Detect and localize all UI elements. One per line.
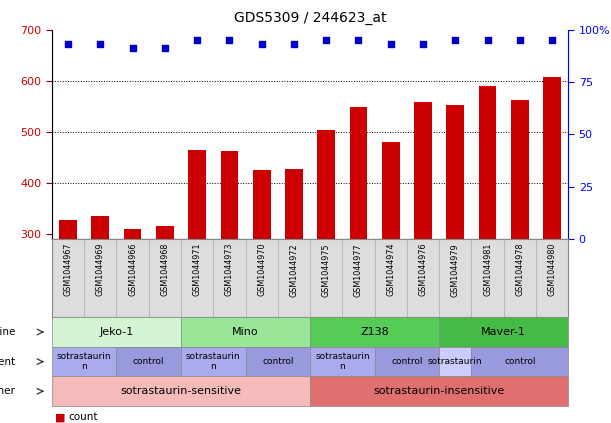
Text: cell line: cell line — [0, 327, 15, 337]
Text: GSM1044970: GSM1044970 — [257, 243, 266, 297]
Text: GSM1044979: GSM1044979 — [451, 243, 460, 297]
Point — [354, 37, 364, 44]
Bar — [447, 104, 464, 239]
Text: GSM1044972: GSM1044972 — [290, 243, 298, 297]
Text: GSM1044974: GSM1044974 — [386, 243, 395, 297]
Text: Maver-1: Maver-1 — [481, 327, 526, 337]
Point — [128, 45, 137, 52]
Text: GSM1044976: GSM1044976 — [419, 243, 428, 297]
Text: sotrastaurin-sensitive: sotrastaurin-sensitive — [120, 386, 241, 396]
Text: sotrastaurin-insensitive: sotrastaurin-insensitive — [373, 386, 505, 396]
Text: agent: agent — [0, 357, 15, 367]
Point — [450, 37, 460, 44]
Point — [257, 41, 266, 48]
Text: sotrastaurin
n: sotrastaurin n — [186, 352, 241, 371]
Bar — [511, 100, 529, 239]
Text: GSM1044980: GSM1044980 — [547, 243, 557, 296]
Text: control: control — [262, 357, 293, 366]
Text: GSM1044969: GSM1044969 — [96, 243, 105, 297]
Text: other: other — [0, 386, 15, 396]
Text: GSM1044973: GSM1044973 — [225, 243, 234, 297]
Bar — [414, 102, 432, 239]
Text: Jeko-1: Jeko-1 — [100, 327, 134, 337]
Text: GSM1044967: GSM1044967 — [64, 243, 73, 297]
Bar — [124, 229, 142, 239]
Point — [289, 41, 299, 48]
Bar — [92, 216, 109, 239]
Bar — [478, 86, 496, 239]
Text: sotrastaurin
n: sotrastaurin n — [57, 352, 112, 371]
Text: Z138: Z138 — [360, 327, 389, 337]
Bar — [285, 168, 303, 239]
Text: GSM1044968: GSM1044968 — [160, 243, 169, 296]
Point — [95, 41, 105, 48]
Text: sotrastaurin
n: sotrastaurin n — [315, 352, 370, 371]
Point — [160, 45, 170, 52]
Text: control: control — [504, 357, 536, 366]
Bar — [221, 151, 238, 239]
Text: GSM1044966: GSM1044966 — [128, 243, 137, 296]
Text: control: control — [133, 357, 164, 366]
Text: count: count — [68, 412, 98, 423]
Bar — [382, 142, 400, 239]
Bar — [543, 77, 561, 239]
Text: GSM1044975: GSM1044975 — [322, 243, 331, 297]
Bar — [317, 130, 335, 239]
Bar — [188, 150, 206, 239]
Point — [386, 41, 396, 48]
Text: GDS5309 / 244623_at: GDS5309 / 244623_at — [234, 11, 386, 25]
Text: GSM1044971: GSM1044971 — [192, 243, 202, 297]
Bar — [156, 226, 174, 239]
Point — [418, 41, 428, 48]
Point — [515, 37, 525, 44]
Point — [483, 37, 492, 44]
Text: GSM1044981: GSM1044981 — [483, 243, 492, 296]
Bar — [349, 107, 367, 239]
Bar — [253, 170, 271, 239]
Point — [321, 37, 331, 44]
Text: Mino: Mino — [232, 327, 259, 337]
Text: control: control — [391, 357, 423, 366]
Text: GSM1044977: GSM1044977 — [354, 243, 363, 297]
Point — [547, 37, 557, 44]
Text: GSM1044978: GSM1044978 — [515, 243, 524, 297]
Bar — [59, 220, 77, 239]
Text: sotrastaurin: sotrastaurin — [428, 357, 483, 366]
Point — [224, 37, 234, 44]
Point — [63, 41, 73, 48]
Point — [192, 37, 202, 44]
Text: ■: ■ — [55, 412, 65, 423]
